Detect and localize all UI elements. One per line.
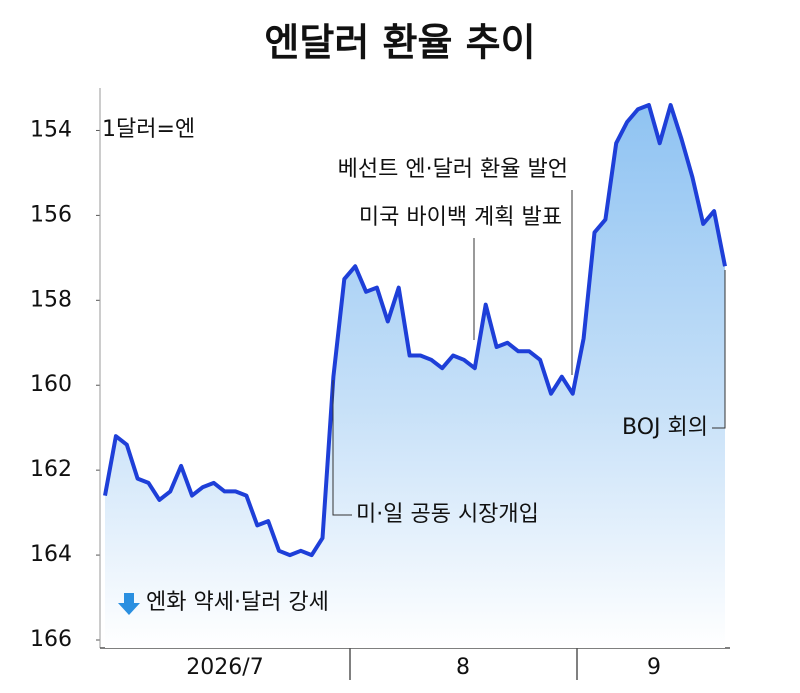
- annotation: 베선트 엔·달러 환율 발언: [338, 157, 568, 182]
- y-tick-label: 160: [30, 372, 72, 397]
- leader-line: [712, 270, 726, 429]
- leader-line: [332, 380, 352, 516]
- line: [103, 103, 727, 558]
- leaders: [332, 190, 726, 516]
- y-tick-label: 158: [30, 287, 72, 312]
- annotation: 미·일 공동 시장개입: [356, 502, 539, 527]
- annotation: BOJ 회의: [622, 415, 708, 440]
- y-tick-label: 164: [30, 542, 72, 567]
- x-tick-label: 9: [647, 655, 661, 680]
- direction-label: 엔화 약세·달러 강세: [146, 590, 329, 615]
- y-tick-label: 156: [30, 202, 72, 227]
- area: [105, 105, 725, 648]
- unit-label: 1달러=엔: [102, 117, 195, 142]
- annotation: 미국 바이백 계획 발표: [359, 205, 562, 230]
- y-tick-label: 154: [30, 117, 72, 142]
- x-tick-label: 8: [456, 655, 470, 680]
- direction-note: 엔화 약세·달러 강세: [118, 590, 329, 615]
- chart-title: 엔달러 환율 추이: [264, 21, 535, 65]
- y-tick-label: 162: [30, 457, 72, 482]
- down-arrow: [118, 593, 140, 615]
- plot: 154 156 158 160 162 164 166 2026/7 8 9: [30, 88, 730, 680]
- y-tick-label: 166: [30, 627, 72, 652]
- x-tick-label: 2026/7: [186, 655, 263, 680]
